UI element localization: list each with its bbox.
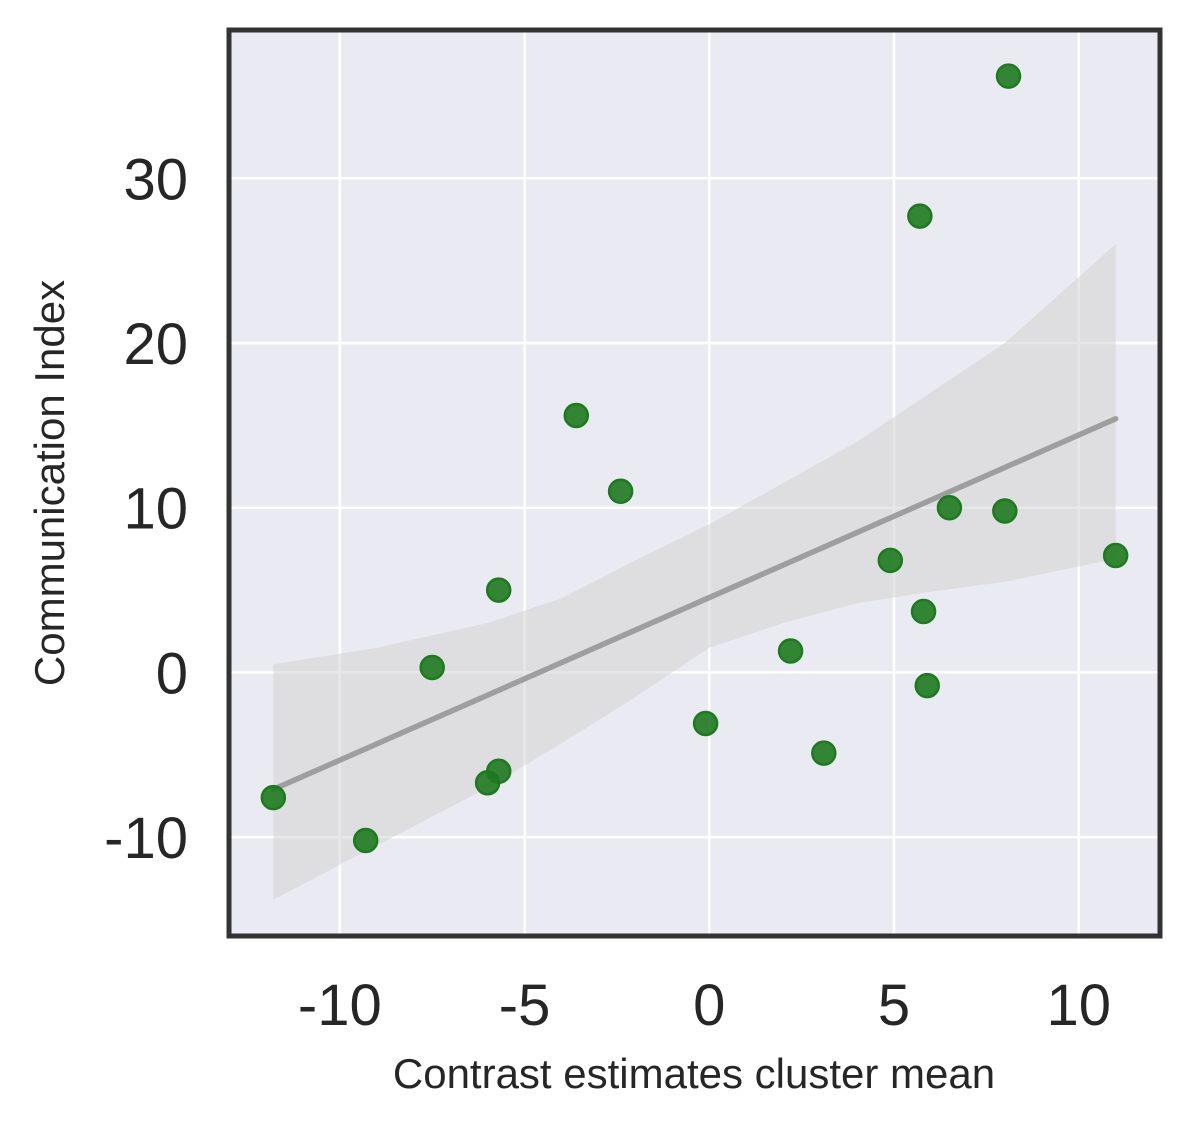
- data-point: [485, 758, 512, 785]
- scatter-points: [260, 63, 1129, 854]
- y-axis-label: Communication Index: [26, 280, 73, 686]
- regression-line: [270, 416, 1119, 793]
- data-point: [910, 598, 937, 625]
- x-tick-label: 0: [693, 973, 725, 1038]
- y-tick-label: 20: [123, 312, 188, 377]
- x-tick-label: -10: [298, 973, 382, 1038]
- data-point: [563, 402, 590, 429]
- data-point: [352, 827, 379, 854]
- data-point: [877, 547, 904, 574]
- data-point: [1102, 542, 1129, 569]
- grid-lines: [229, 30, 1160, 936]
- data-point: [914, 672, 940, 699]
- x-tick-labels: -10 -5 0 5 10: [298, 973, 1111, 1038]
- data-point: [995, 63, 1022, 89]
- y-tick-labels: -10 0 10 20 30: [104, 147, 188, 871]
- regression-line-layer: [270, 416, 1119, 793]
- data-point: [811, 740, 837, 766]
- y-tick-label: 0: [156, 641, 188, 706]
- y-tick-label: 10: [123, 477, 188, 542]
- x-tick-label: 5: [878, 973, 910, 1038]
- data-point: [419, 654, 445, 681]
- x-tick-label: -5: [499, 973, 551, 1038]
- data-point: [485, 577, 512, 603]
- y-tick-label: -10: [104, 806, 188, 871]
- data-point: [936, 494, 963, 521]
- x-tick-label: 10: [1046, 973, 1111, 1038]
- data-point: [607, 478, 634, 504]
- confidence-band-layer: [273, 244, 1116, 900]
- data-point: [777, 638, 804, 664]
- data-point: [692, 710, 719, 737]
- data-point: [907, 203, 933, 229]
- x-axis-label: Contrast estimates cluster mean: [393, 1050, 995, 1097]
- y-tick-label: 30: [123, 147, 188, 212]
- data-point: [260, 784, 287, 811]
- confidence-band: [273, 244, 1116, 900]
- data-point: [992, 498, 1018, 524]
- plot-frame: [226, 27, 1163, 939]
